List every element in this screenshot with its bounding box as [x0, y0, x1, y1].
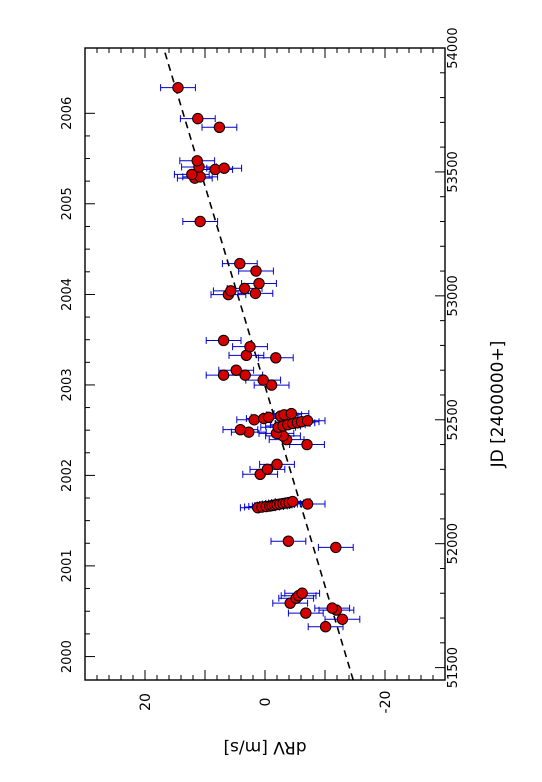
rv-tick-label: 20	[138, 693, 154, 711]
year-tick-label: 2005	[60, 187, 75, 220]
year-tick-label: 2001	[60, 549, 75, 582]
data-point	[250, 265, 262, 277]
data-point	[191, 155, 203, 167]
jd-tick-label: 52500	[446, 399, 461, 440]
data-point	[270, 352, 282, 364]
data-point	[238, 282, 251, 295]
data-point	[244, 340, 256, 353]
data-point	[225, 285, 237, 297]
data-points-layer	[172, 81, 349, 633]
data-point	[261, 463, 274, 476]
rv-tick-label: -20	[378, 691, 394, 714]
data-point	[336, 613, 349, 625]
data-point	[217, 369, 230, 381]
jd-axis-title: JD [2400000+]	[488, 341, 508, 469]
error-bars-layer	[160, 84, 361, 631]
jd-tick-label: 51500	[446, 647, 461, 688]
data-point	[217, 334, 230, 347]
data-point	[249, 287, 262, 300]
data-point	[330, 541, 342, 554]
year-tick-label: 2002	[60, 459, 75, 492]
data-point	[262, 411, 275, 423]
trend-line	[162, 47, 354, 681]
data-point	[186, 168, 198, 181]
data-point	[319, 621, 332, 633]
data-point	[239, 369, 251, 381]
data-point	[301, 498, 314, 510]
data-point	[300, 607, 312, 619]
jd-tick-label: 53000	[446, 275, 461, 316]
jd-tick-label: 52000	[446, 523, 461, 564]
data-point	[248, 414, 260, 426]
data-point	[194, 215, 206, 228]
data-point	[296, 587, 308, 599]
data-point	[271, 458, 283, 471]
data-point	[257, 374, 269, 386]
data-point	[230, 364, 242, 376]
jd-tick-label: 54000	[446, 27, 461, 68]
data-point	[285, 407, 298, 420]
data-point	[234, 257, 246, 270]
data-point	[301, 415, 314, 427]
year-tick-label: 2006	[60, 97, 75, 130]
plot-frame	[84, 47, 446, 681]
year-tick-label: 2004	[60, 278, 75, 311]
data-point	[218, 162, 230, 174]
data-point	[192, 112, 204, 125]
data-point	[286, 495, 299, 508]
data-point	[213, 121, 226, 134]
data-point	[265, 379, 278, 391]
rv-tick-label: 0	[258, 698, 274, 707]
tick-labels-layer: 20 0 -20 dRV [m/s] 51500 52000 52500 53000 53500…	[60, 27, 508, 757]
jd-tick-label: 53500	[446, 151, 461, 192]
data-point	[282, 535, 295, 547]
plot-frame-layer	[84, 47, 446, 681]
data-point	[234, 423, 247, 436]
rv-axis-title: dRV [m/s]	[223, 737, 306, 757]
data-point	[172, 81, 184, 94]
data-point	[301, 438, 313, 451]
year-tick-label: 2000	[60, 640, 75, 673]
data-point	[253, 277, 265, 290]
trend-line-layer	[162, 47, 354, 681]
data-point	[326, 602, 338, 614]
year-tick-label: 2003	[60, 368, 75, 401]
